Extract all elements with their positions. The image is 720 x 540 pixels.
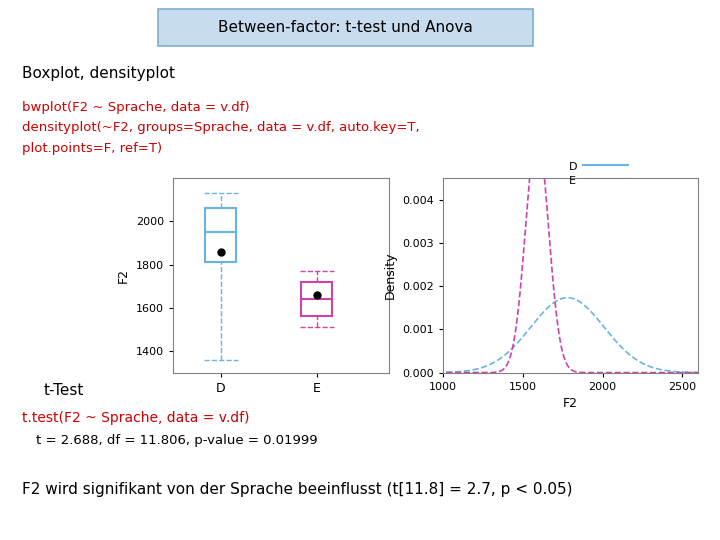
Text: F2 wird signifikant von der Sprache beeinflusst (t[11.8] = 2.7, p < 0.05): F2 wird signifikant von der Sprache beei… bbox=[22, 482, 572, 497]
Text: Boxplot, densityplot: Boxplot, densityplot bbox=[22, 66, 174, 82]
Y-axis label: Density: Density bbox=[384, 252, 397, 299]
Bar bbox=[205, 208, 236, 262]
Text: Between-factor: t-test und Anova: Between-factor: t-test und Anova bbox=[218, 20, 473, 35]
Text: densityplot(~F2, groups=Sprache, data = v.df, auto.key=T,: densityplot(~F2, groups=Sprache, data = … bbox=[22, 121, 419, 134]
Text: plot.points=F, ref=T): plot.points=F, ref=T) bbox=[22, 141, 162, 155]
FancyBboxPatch shape bbox=[158, 9, 533, 46]
Text: D: D bbox=[569, 162, 577, 172]
Text: t = 2.688, df = 11.806, p-value = 0.01999: t = 2.688, df = 11.806, p-value = 0.0199… bbox=[36, 434, 318, 447]
Text: t-Test: t-Test bbox=[43, 383, 84, 399]
Y-axis label: F2: F2 bbox=[117, 268, 130, 283]
Text: bwplot(F2 ~ Sprache, data = v.df): bwplot(F2 ~ Sprache, data = v.df) bbox=[22, 100, 249, 114]
Text: t.test(F2 ~ Sprache, data = v.df): t.test(F2 ~ Sprache, data = v.df) bbox=[22, 411, 249, 426]
Bar bbox=[302, 282, 332, 316]
X-axis label: F2: F2 bbox=[563, 397, 578, 410]
Text: E: E bbox=[569, 176, 576, 186]
